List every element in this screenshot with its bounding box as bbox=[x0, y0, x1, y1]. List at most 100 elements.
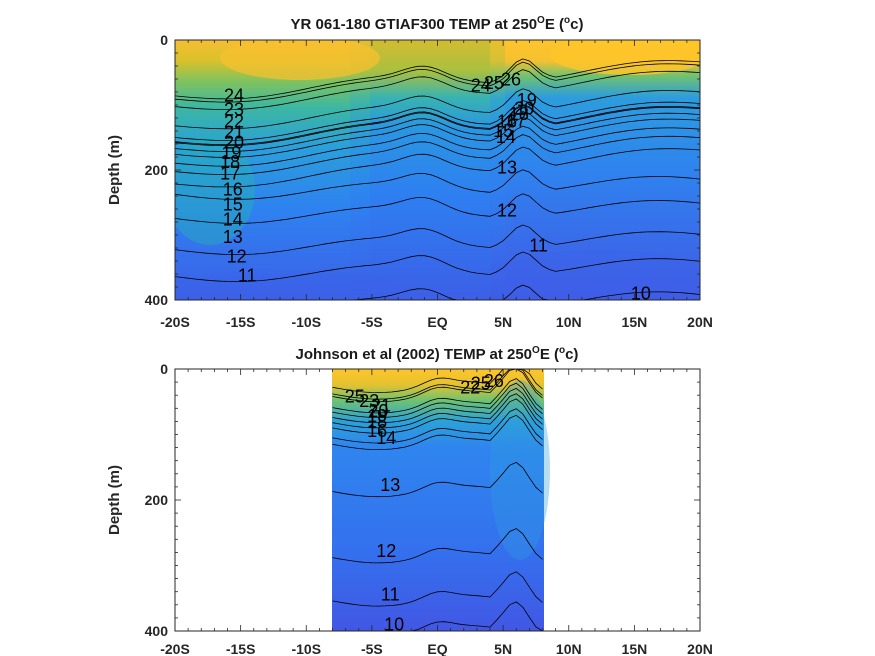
x-tick-label: 5N bbox=[494, 641, 512, 656]
contour-label: 16 bbox=[497, 111, 517, 131]
contour-line bbox=[332, 398, 543, 434]
contour-label: 18 bbox=[220, 152, 240, 172]
contour-line bbox=[175, 105, 700, 147]
contour-line bbox=[332, 378, 543, 414]
contour-label: 16 bbox=[367, 421, 387, 441]
contour-line bbox=[332, 571, 543, 607]
x-tick-label: EQ bbox=[427, 641, 447, 656]
contour-label: 11 bbox=[238, 265, 257, 285]
contour-label: 23 bbox=[359, 391, 379, 411]
bottom-heatmap-field bbox=[332, 369, 550, 631]
x-tick-label: 5N bbox=[494, 314, 512, 330]
contour-line bbox=[332, 408, 543, 444]
contour-label: 23 bbox=[224, 100, 244, 120]
contour-line bbox=[332, 461, 543, 498]
bottom-chart-panel: Johnson et al (2002) TEMP at 250OE (oc) … bbox=[106, 345, 713, 656]
bottom-axes: -20S -15S -10S -5S EQ 5N 10N 15N 20N 0 200 400 bbox=[145, 361, 713, 656]
contour-label: 25 bbox=[345, 387, 365, 407]
x-tick-label: 20N bbox=[687, 314, 713, 330]
contour-line bbox=[332, 601, 543, 631]
contour-label: 19 bbox=[221, 143, 241, 163]
top-heatmap-field bbox=[175, 40, 700, 300]
contour-label: 14 bbox=[496, 127, 516, 147]
contour-line bbox=[332, 369, 543, 400]
contour-line bbox=[175, 284, 700, 300]
contour-label: 21 bbox=[224, 122, 244, 142]
contour-label: 18 bbox=[509, 104, 529, 124]
top-y-axis-label: Depth (m) bbox=[106, 135, 123, 205]
y-tick-label: 400 bbox=[145, 623, 169, 639]
contour-line bbox=[175, 104, 700, 146]
contour-label: 22 bbox=[224, 111, 244, 131]
contour-label: 20 bbox=[368, 401, 388, 421]
contour-label: 14 bbox=[376, 428, 396, 448]
contour-line bbox=[175, 116, 700, 158]
x-tick-label: -5S bbox=[361, 641, 383, 656]
x-tick-label: -15S bbox=[226, 314, 256, 330]
contour-line bbox=[332, 414, 543, 451]
contour-line bbox=[332, 387, 543, 424]
x-tick-label: -10S bbox=[291, 641, 321, 656]
contour-line bbox=[175, 193, 700, 224]
contour-line bbox=[175, 69, 700, 110]
x-tick-label: 10N bbox=[556, 641, 582, 656]
top-contour-labels: 2423222120191817161514131211242526192018… bbox=[220, 70, 651, 304]
contour-label: 12 bbox=[497, 200, 517, 220]
contour-line bbox=[332, 382, 543, 418]
contour-label: 25 bbox=[471, 373, 491, 393]
x-tick-label: -15S bbox=[226, 641, 256, 656]
x-tick-label: 15N bbox=[622, 314, 648, 330]
contour-line bbox=[175, 224, 700, 255]
top-axes: -20S -15S -10S -5S EQ 5N 10N 15N 20N 0 200 400 bbox=[145, 32, 713, 330]
x-tick-label: EQ bbox=[427, 314, 447, 330]
contour-line bbox=[175, 134, 700, 175]
contour-line bbox=[332, 393, 543, 429]
y-tick-label: 200 bbox=[145, 492, 169, 508]
contour-label: 15 bbox=[493, 121, 513, 141]
contour-label: 14 bbox=[223, 209, 243, 229]
contour-label: 10 bbox=[631, 284, 651, 304]
x-tick-label: -10S bbox=[291, 314, 321, 330]
contour-line bbox=[175, 100, 700, 141]
contour-label: 18 bbox=[367, 411, 387, 431]
y-tick-label: 0 bbox=[160, 361, 168, 377]
contour-label: 24 bbox=[471, 76, 491, 96]
bottom-chart-title: Johnson et al (2002) TEMP at 250OE (oc) bbox=[296, 345, 579, 363]
y-tick-label: 0 bbox=[160, 32, 168, 48]
contour-label: 22 bbox=[460, 377, 480, 397]
contour-label: 20 bbox=[514, 98, 534, 118]
x-tick-label: 10N bbox=[556, 314, 582, 330]
contour-label: 13 bbox=[380, 475, 400, 495]
y-tick-label: 400 bbox=[145, 292, 169, 308]
contour-label: 15 bbox=[223, 194, 243, 214]
contour-line bbox=[175, 146, 700, 188]
contour-line bbox=[175, 251, 700, 283]
x-tick-label: -5S bbox=[361, 314, 383, 330]
x-tick-label: -20S bbox=[160, 641, 190, 656]
contour-label: 11 bbox=[529, 235, 548, 255]
contour-line bbox=[332, 528, 543, 564]
bottom-y-axis-label: Depth (m) bbox=[106, 465, 123, 535]
contour-label: 24 bbox=[224, 85, 244, 105]
contour-label: 19 bbox=[517, 90, 537, 110]
contour-label: 11 bbox=[381, 584, 400, 604]
contour-line bbox=[175, 88, 700, 130]
contour-line bbox=[175, 169, 700, 200]
y-tick-label: 200 bbox=[145, 162, 169, 178]
contour-label: 26 bbox=[501, 70, 521, 90]
contour-label: 21 bbox=[371, 396, 391, 416]
contour-label: 12 bbox=[227, 246, 247, 266]
contour-label: 20 bbox=[224, 133, 244, 153]
contour-line bbox=[175, 111, 700, 152]
contour-label: 13 bbox=[223, 227, 243, 247]
contour-line bbox=[332, 369, 543, 403]
x-tick-label: -20S bbox=[160, 314, 190, 330]
x-tick-label: 20N bbox=[687, 641, 713, 656]
contour-label: 16 bbox=[223, 180, 243, 200]
contour-label: 17 bbox=[506, 111, 526, 131]
contour-line bbox=[175, 125, 700, 167]
contour-label: 12 bbox=[376, 541, 396, 561]
contour-label: 17 bbox=[220, 163, 240, 183]
contour-line bbox=[175, 61, 700, 103]
